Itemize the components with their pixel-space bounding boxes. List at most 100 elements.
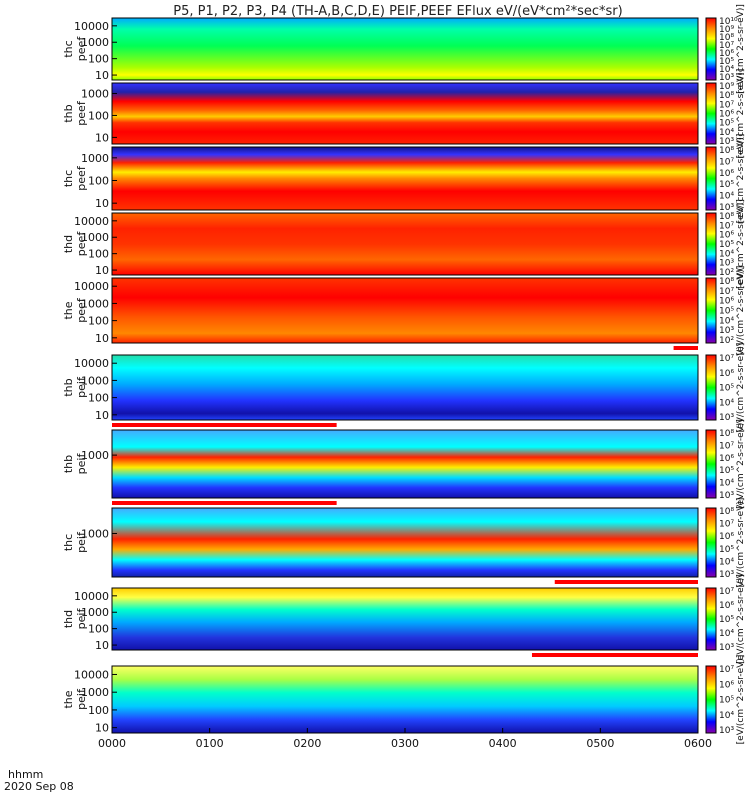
y-tick-label: 100: [88, 248, 109, 261]
panel-quantity-label: peif: [75, 608, 88, 630]
y-tick-label: 10: [95, 332, 109, 345]
panel-probe-label: thd: [62, 610, 75, 628]
panel-frame: [111, 146, 699, 211]
y-tick-label: 1000: [81, 374, 109, 387]
colorbar-tick-label: 10⁴: [719, 192, 734, 202]
colorbar-tick-label: 10³: [719, 570, 734, 580]
colorbar-label: [eV/(cm^2-s-sr-eV)]: [736, 266, 746, 356]
panel-probe-label: the: [62, 690, 75, 708]
colorbar-tick-label: 10³: [719, 326, 734, 336]
time-axis-label: hhmm: [8, 768, 43, 781]
colorbar-tick-label: 10⁷: [719, 665, 734, 675]
state-bar: [531, 653, 698, 657]
panel-quantity-label: peef: [75, 165, 88, 191]
colorbar-tick-label: 10⁴: [719, 398, 734, 408]
y-tick-label: 100: [88, 315, 109, 328]
colorbar-tick-label: 10⁸: [719, 146, 734, 156]
panel-quantity-label: peef: [75, 100, 88, 126]
colorbar-tick-label: 10⁶: [719, 532, 734, 542]
colorbar-tick-label: 10⁵: [719, 307, 734, 317]
colorbar-tick-label: 10³: [719, 203, 734, 213]
y-tick-label: 10: [95, 409, 109, 422]
panel-quantity-label: peef: [75, 297, 88, 323]
x-tick-label: 0100: [196, 737, 224, 750]
colorbar-tick-label: 10⁴: [719, 65, 734, 75]
state-bar: [112, 501, 337, 505]
panel-probe-label: thc: [62, 40, 75, 57]
colorbar-label: [eV/(cm^2-s-sr-eV)]: [736, 4, 746, 94]
colorbar-tick-label: 10⁷: [719, 587, 734, 597]
colorbar: [705, 429, 717, 499]
chart-title: P5, P1, P2, P3, P4 (TH-A,B,C,D,E) PEIF,P…: [173, 4, 622, 19]
colorbar-tick-label: 10⁶: [719, 369, 734, 379]
colorbar-tick-label: 10⁷: [719, 157, 734, 167]
colorbar-tick-label: 10⁴: [719, 557, 734, 567]
y-tick-label: 100: [88, 53, 109, 66]
colorbar-label: [eV/(cm^2-s-sr-eV)]: [736, 655, 746, 745]
colorbar-tick-label: 10⁶: [719, 680, 734, 690]
y-tick-label: 10000: [74, 280, 109, 293]
x-tick-label: 0000: [98, 737, 126, 750]
panel-probe-label: thb: [62, 378, 75, 396]
panel-8: 1000 thc peif 10³ 10⁴ 10⁵ 10⁶ 10⁷ 10⁸ [eV/(cm^2-s…: [62, 498, 746, 588]
panel-frame: [111, 277, 699, 344]
colorbar-tick-label: 10⁵: [719, 696, 734, 706]
colorbar-tick-label: 10⁸: [719, 507, 734, 517]
time-axis: 0000 0100 0200 0300 0400 0500 0600: [98, 728, 712, 750]
colorbar-tick-label: 10⁸: [719, 277, 734, 287]
colorbar-tick-label: 10³: [719, 73, 734, 83]
spectrogram-image: [112, 18, 698, 80]
colorbar-tick-label: 10⁸: [719, 33, 734, 43]
spectrogram-image: [112, 278, 698, 343]
y-tick-label: 10000: [74, 20, 109, 33]
state-bar: [112, 423, 337, 427]
colorbar-tick-label: 10⁴: [719, 711, 734, 721]
y-tick-label: 100: [88, 174, 109, 187]
y-tick-label: 10: [95, 639, 109, 652]
colorbar: [705, 665, 717, 734]
y-tick-label: 100: [88, 704, 109, 717]
colorbar-tick-label: 10⁷: [719, 221, 734, 231]
colorbar-tick-label: 10³: [719, 491, 734, 501]
y-tick-label: 10000: [74, 357, 109, 370]
colorbar: [705, 212, 717, 276]
x-tick-label: 0400: [489, 737, 517, 750]
panel-frame: [111, 429, 699, 499]
colorbar-tick-label: 10⁵: [719, 545, 734, 555]
colorbar-tick-label: 10¹⁰: [719, 17, 738, 27]
colorbar-label: [eV/(cm^2-s-sr-eV)]: [736, 419, 746, 509]
colorbar-tick-label: 10⁷: [719, 354, 734, 364]
y-tick-label: 100: [88, 109, 109, 122]
y-tick-label: 1000: [81, 231, 109, 244]
panel-frame: [111, 507, 699, 578]
y-tick-label: 10: [95, 197, 109, 210]
panel-probe-label: the: [62, 301, 75, 319]
colorbar-tick-label: 10⁶: [719, 601, 734, 611]
panel-probe-label: thb: [62, 455, 75, 473]
y-tick-label: 10: [95, 69, 109, 82]
colorbar: [705, 587, 717, 651]
colorbar-tick-label: 10⁶: [719, 297, 734, 307]
y-tick-label: 1000: [81, 297, 109, 310]
colorbar: [705, 277, 717, 344]
x-tick-label: 0500: [586, 737, 614, 750]
colorbar-label: [eV/(cm^2-s-sr-eV)]: [736, 574, 746, 664]
y-tick-label: 100: [88, 623, 109, 636]
y-tick-label: 10000: [74, 590, 109, 603]
colorbar-tick-label: 10⁵: [719, 240, 734, 250]
panel-frame: [111, 354, 699, 421]
colorbar-tick-label: 10⁸: [719, 429, 734, 439]
colorbar-tick-label: 10⁶: [719, 110, 734, 120]
panel-probe-label: thc: [62, 170, 75, 187]
colorbar-tick-label: 10⁵: [719, 466, 734, 476]
panel-frame: [111, 17, 699, 81]
colorbar-tick-label: 10⁸: [719, 91, 734, 101]
colorbar: [705, 146, 717, 211]
colorbar-label: [eV/(cm^2-s-sr-eV)]: [736, 69, 746, 159]
panel-7: 1000 thb peif 10³ 10⁴ 10⁵ 10⁶ 10⁷ 10⁸ [eV/(cm^2-s…: [62, 419, 746, 509]
spectrogram-image: [112, 588, 698, 650]
